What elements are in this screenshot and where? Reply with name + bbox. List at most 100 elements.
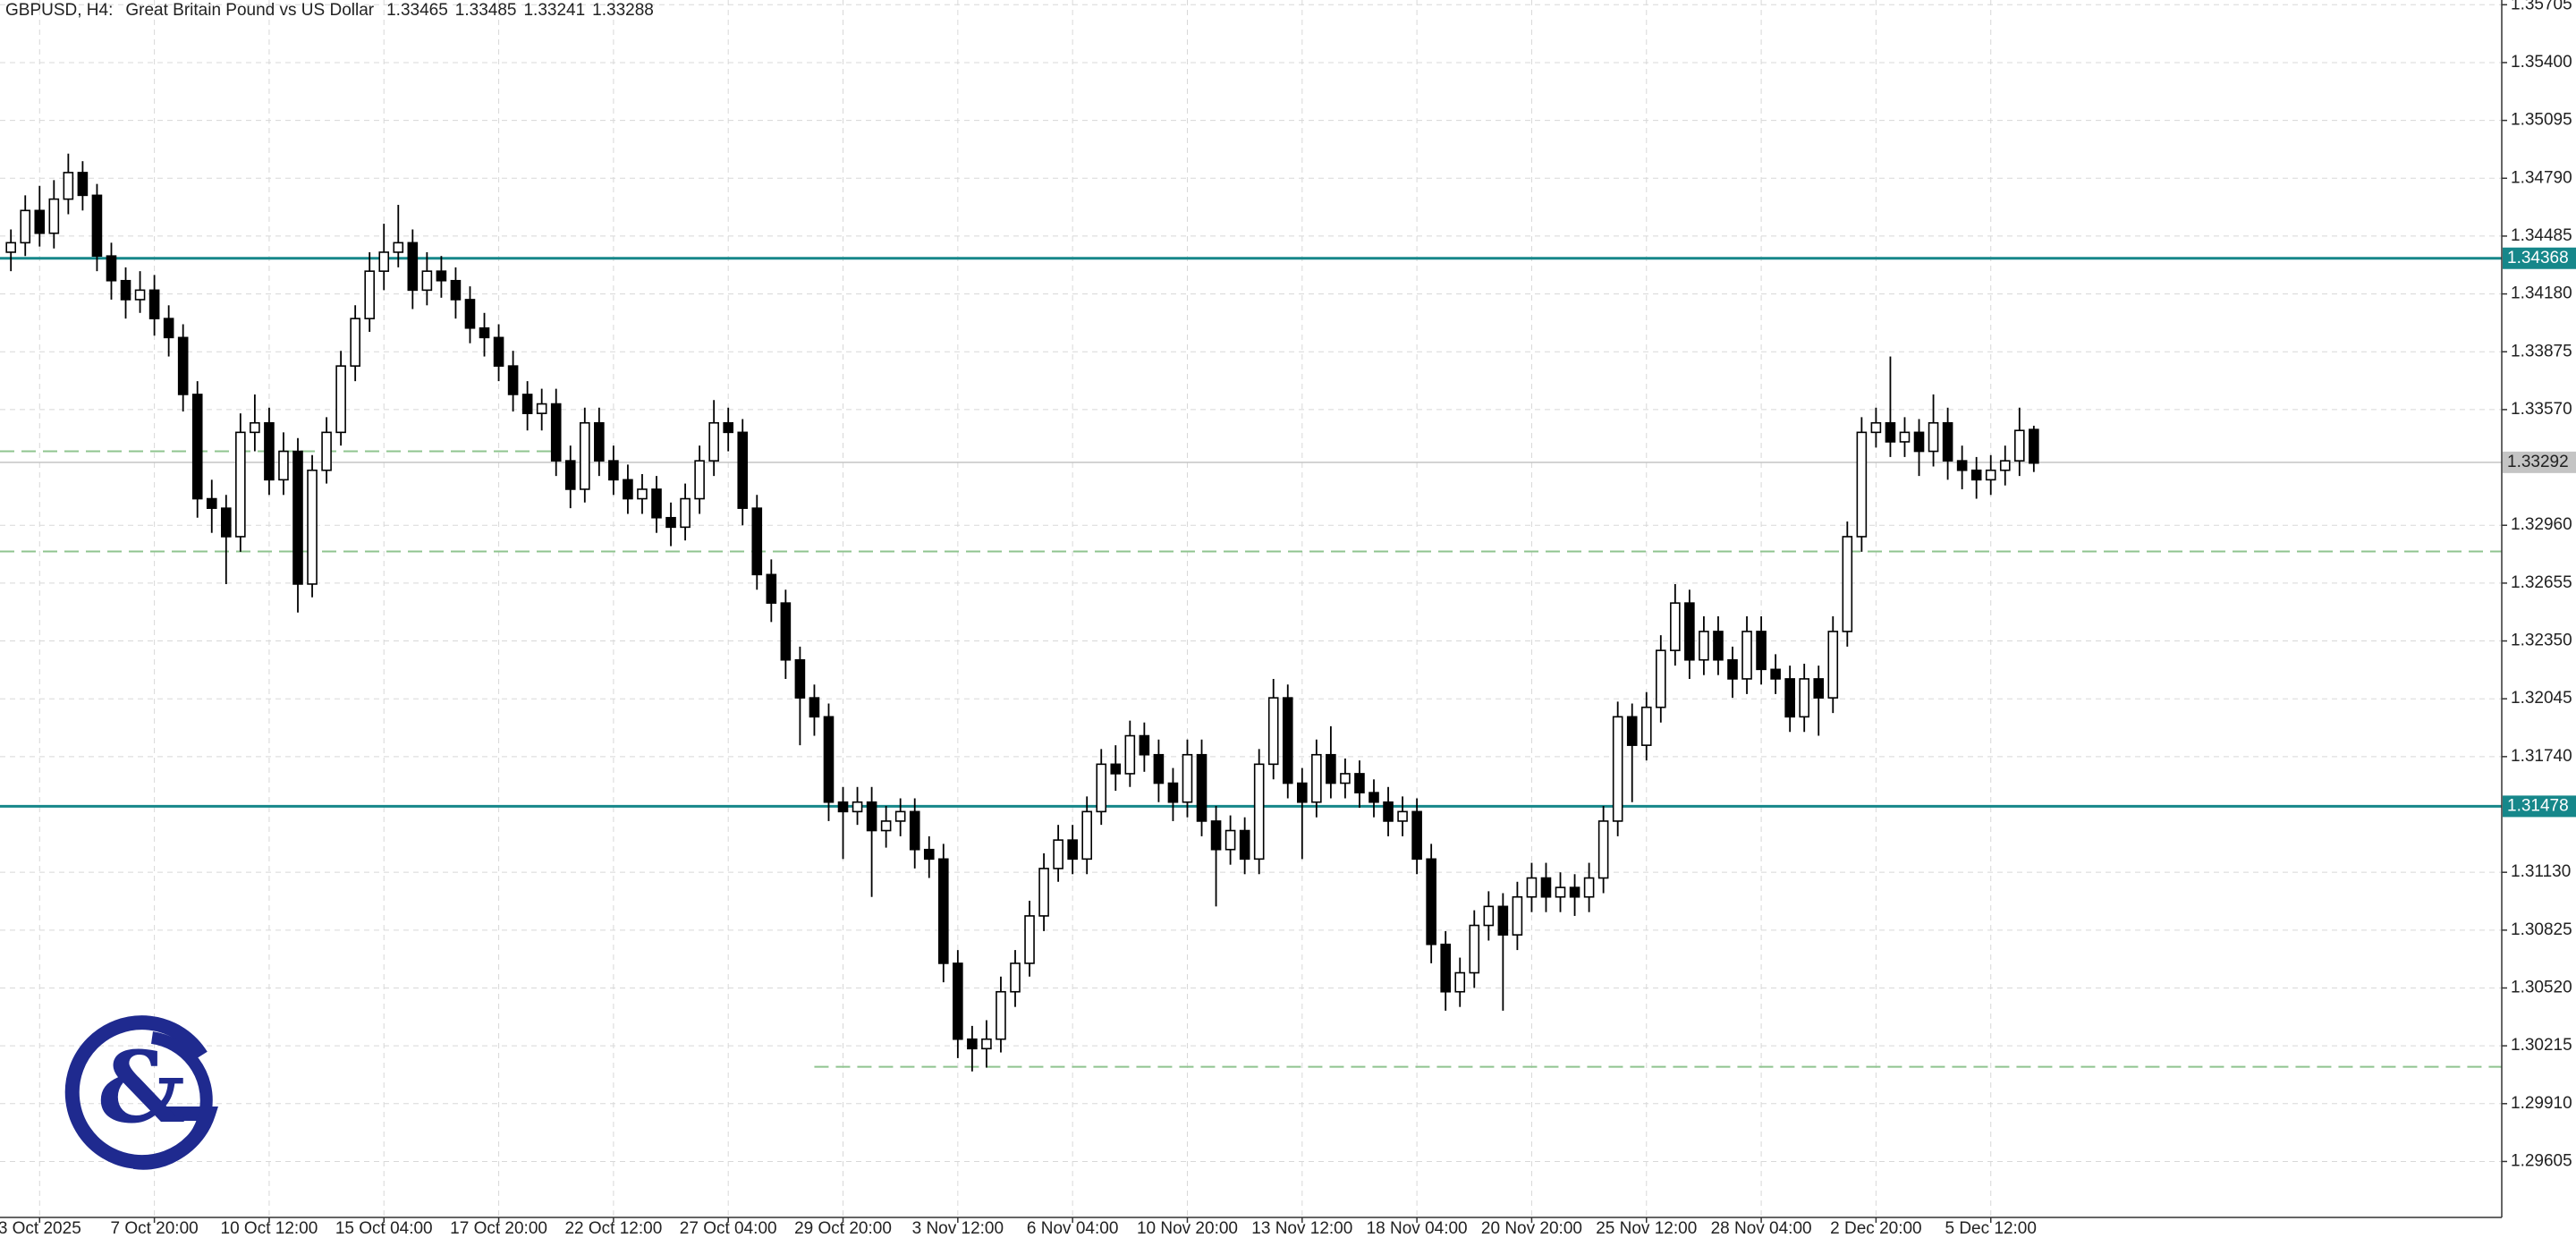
candle-body — [1626, 716, 1638, 746]
candle-body — [1483, 905, 1495, 927]
ohlc-high: 1.33485 — [455, 1, 517, 20]
bid-label: 1.33292 — [2507, 453, 2569, 471]
candle-body — [407, 242, 419, 292]
candle-body — [550, 403, 562, 462]
candle-body — [1913, 431, 1925, 453]
level-tag — [2503, 247, 2576, 269]
candle-body — [651, 488, 662, 519]
candle-body — [1856, 431, 1868, 538]
candle-body — [1153, 753, 1165, 784]
candle-body — [1770, 668, 1781, 680]
candle-body — [364, 270, 376, 319]
candle-body — [1497, 905, 1509, 936]
x-tick-label: 17 Oct 20:00 — [450, 1219, 547, 1238]
candle-body — [780, 602, 792, 661]
candle-body — [809, 697, 820, 718]
candle-body — [694, 460, 705, 500]
candle-body — [1956, 460, 1968, 471]
candle-body — [5, 242, 16, 253]
x-tick-label: 29 Oct 20:00 — [794, 1219, 892, 1238]
candle-body — [2029, 428, 2039, 464]
candle-body — [1583, 877, 1595, 898]
header: GBPUSD, H4: Great Britain Pound vs US Do… — [5, 1, 654, 20]
candle-body — [307, 469, 318, 585]
candle-body — [1024, 915, 1035, 964]
candle-body — [1110, 763, 1122, 775]
candle-body — [464, 299, 476, 329]
candle-body — [493, 336, 504, 367]
candle-body — [421, 270, 433, 292]
levels — [0, 257, 2502, 1068]
candle-body — [1440, 943, 1451, 993]
candle-body — [1067, 839, 1078, 861]
candle-body — [1038, 868, 1049, 917]
candle-body — [1741, 631, 1752, 680]
candle-body — [34, 209, 46, 234]
candle-body — [1526, 877, 1538, 898]
x-tick-label: 10 Nov 20:00 — [1137, 1219, 1238, 1238]
y-tick-label: 1.33875 — [2511, 342, 2572, 360]
candle-body — [1239, 829, 1250, 861]
grid — [0, 0, 2502, 1217]
level-label: 1.34368 — [2507, 249, 2569, 267]
candle-body — [436, 270, 447, 282]
candle-body — [665, 516, 676, 529]
candle-body — [191, 394, 203, 500]
candle-body — [564, 460, 576, 490]
candle-body — [1454, 971, 1466, 993]
candle-body — [120, 279, 131, 301]
candle-body — [393, 242, 404, 253]
candle-body — [1942, 421, 1953, 462]
candle-body — [1081, 810, 1092, 861]
candle-body — [1756, 631, 1767, 671]
candle-body — [163, 318, 174, 339]
y-tick-label: 1.35400 — [2511, 53, 2572, 72]
candle-body — [766, 573, 777, 604]
x-tick-label: 5 Dec 12:00 — [1945, 1219, 2036, 1238]
candle-body — [594, 421, 605, 462]
y-tick-label: 1.29910 — [2511, 1094, 2572, 1113]
candle-body — [350, 318, 360, 367]
candle-body — [1354, 773, 1365, 793]
candle-body — [823, 716, 835, 803]
candle-body — [1326, 753, 1336, 784]
logo-ring — [133, 1031, 213, 1170]
candle-body — [794, 658, 806, 699]
candle-body — [1340, 773, 1351, 784]
candle-body — [1196, 753, 1208, 822]
candle-body — [1597, 820, 1609, 879]
candle-body — [723, 421, 734, 434]
candle-body — [1167, 782, 1179, 803]
y-tick-label: 1.34485 — [2511, 226, 2572, 245]
candle-body — [737, 431, 749, 509]
bid-tag — [2503, 451, 2576, 473]
candle-body — [1670, 602, 1681, 651]
candle-body — [981, 1038, 992, 1050]
candle-body — [91, 194, 103, 257]
x-tick-label: 13 Nov 12:00 — [1251, 1219, 1352, 1238]
y-tick-label: 1.31130 — [2511, 862, 2571, 881]
candle-body — [751, 507, 763, 576]
candle-body — [1827, 631, 1839, 699]
candle-body — [63, 172, 74, 200]
y-tick-label: 1.35705 — [2511, 0, 2572, 13]
candle-body — [335, 365, 346, 434]
candle-body — [1784, 678, 1795, 718]
y-tick-label: 1.35095 — [2511, 111, 2572, 130]
y-tick-label: 1.31740 — [2511, 747, 2572, 766]
candle-body — [967, 1038, 978, 1050]
x-tick-label: 27 Oct 04:00 — [680, 1219, 777, 1238]
candle-body — [1569, 886, 1580, 898]
y-tick-label: 1.32655 — [2511, 573, 2572, 592]
candle-body — [1182, 753, 1193, 803]
candle-body — [579, 421, 590, 490]
candle-body — [1656, 649, 1666, 708]
candle-body — [1383, 801, 1394, 822]
candle-body — [909, 810, 920, 851]
candle-body — [250, 421, 260, 434]
candle-body — [235, 431, 246, 538]
ohlc-open: 1.33465 — [386, 1, 448, 20]
candle-body — [1870, 421, 1882, 434]
candle-body — [1684, 602, 1695, 661]
